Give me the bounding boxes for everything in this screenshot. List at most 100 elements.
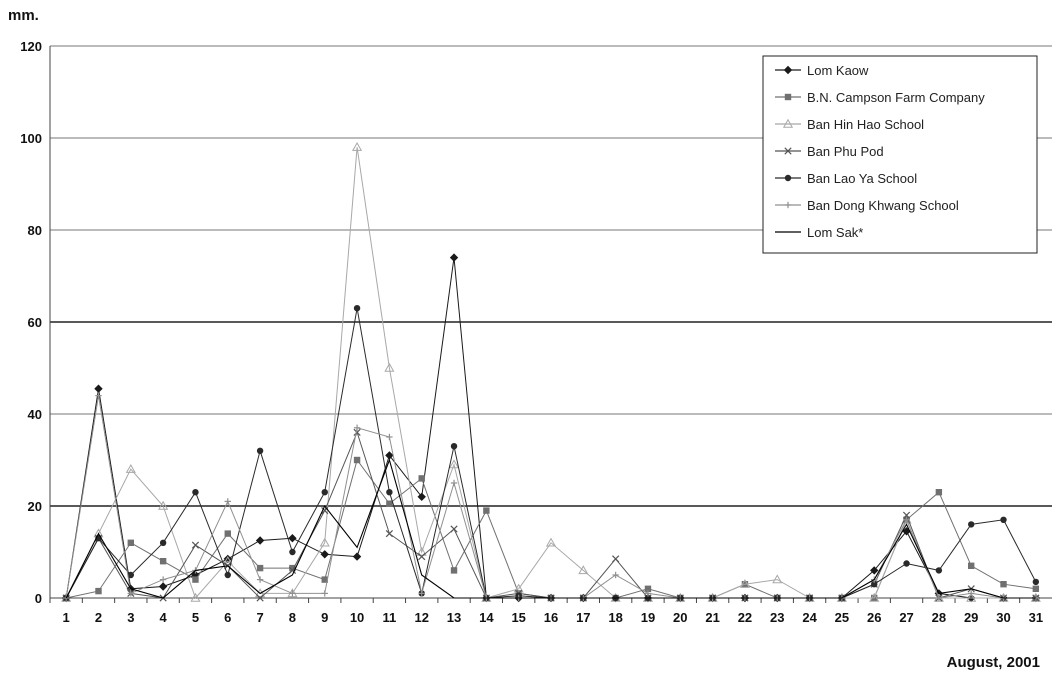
marker-stroke bbox=[353, 428, 361, 437]
series-ban-dong-khwang-school bbox=[62, 392, 1040, 602]
x-tick-label: 9 bbox=[321, 610, 328, 625]
data-point bbox=[612, 571, 619, 579]
legend-swatch-marker bbox=[784, 147, 792, 155]
data-point bbox=[159, 576, 167, 583]
x-tick-label: 7 bbox=[256, 610, 263, 625]
marker-stroke bbox=[288, 566, 297, 575]
data-point bbox=[870, 566, 879, 575]
marker-stroke bbox=[612, 555, 620, 563]
x-tick-label: 21 bbox=[705, 610, 719, 625]
data-point bbox=[192, 489, 199, 496]
data-point bbox=[450, 479, 458, 487]
y-tick-label: 100 bbox=[20, 131, 42, 146]
data-point bbox=[224, 530, 231, 537]
data-point bbox=[578, 565, 589, 575]
data-point bbox=[289, 564, 296, 572]
data-point bbox=[935, 567, 943, 574]
series-line bbox=[65, 257, 1036, 599]
x-tick-label: 14 bbox=[479, 610, 494, 625]
data-point bbox=[1032, 578, 1040, 586]
data-point bbox=[62, 594, 70, 602]
data-point bbox=[255, 536, 265, 545]
data-point bbox=[772, 574, 783, 584]
data-point bbox=[418, 475, 425, 482]
x-tick-label: 1 bbox=[63, 610, 70, 625]
data-point bbox=[418, 590, 425, 597]
marker-stroke bbox=[902, 511, 911, 519]
data-point bbox=[448, 459, 460, 469]
data-point bbox=[416, 546, 427, 556]
x-tick-label: 24 bbox=[802, 610, 817, 625]
marker-stroke bbox=[385, 529, 394, 538]
data-point bbox=[545, 537, 557, 547]
marker-stroke bbox=[191, 541, 200, 549]
series-lom-kaow bbox=[61, 253, 1041, 603]
data-point bbox=[386, 433, 393, 441]
x-tick-label: 2 bbox=[95, 610, 102, 625]
data-point bbox=[125, 463, 136, 473]
legend-item: Ban Hin Hao School bbox=[775, 117, 924, 132]
x-tick-label: 26 bbox=[867, 610, 881, 625]
series-lom-sak bbox=[65, 458, 1036, 599]
x-tick-label: 16 bbox=[544, 610, 558, 625]
legend: Lom Kaow B.N. Campson Farm Company Ban Hin… bbox=[762, 55, 1038, 254]
data-point bbox=[483, 507, 490, 514]
legend-label: B.N. Campson Farm Company bbox=[807, 90, 985, 105]
x-tick-label: 22 bbox=[738, 610, 752, 625]
series-line bbox=[65, 308, 1037, 599]
y-tick-label: 40 bbox=[28, 407, 42, 422]
data-point bbox=[1032, 585, 1040, 592]
x-tick-label: 17 bbox=[576, 610, 590, 625]
legend-item: Lom Sak* bbox=[775, 225, 863, 240]
x-tick-label: 30 bbox=[996, 610, 1010, 625]
data-point bbox=[385, 529, 394, 538]
data-point bbox=[321, 590, 328, 597]
marker-stroke bbox=[784, 147, 792, 155]
data-point bbox=[222, 555, 233, 565]
legend-swatch-marker bbox=[783, 65, 793, 75]
legend-box bbox=[762, 55, 1038, 254]
data-point bbox=[869, 592, 880, 602]
legend-label: Lom Kaow bbox=[807, 63, 869, 78]
data-point bbox=[903, 560, 910, 567]
data-point bbox=[94, 384, 103, 393]
legend-label: Ban Lao Ya School bbox=[807, 171, 917, 186]
legend-item: B.N. Campson Farm Company bbox=[775, 90, 985, 105]
data-point bbox=[159, 539, 167, 546]
marker-stroke bbox=[256, 594, 264, 602]
x-tick-label: 20 bbox=[673, 610, 687, 625]
series-line bbox=[65, 430, 1036, 599]
data-point bbox=[256, 594, 264, 602]
x-tick-label: 8 bbox=[289, 610, 296, 625]
data-point bbox=[158, 500, 169, 510]
legend-swatch-marker bbox=[784, 93, 792, 101]
y-tick-label: 20 bbox=[28, 499, 42, 514]
data-point bbox=[1000, 516, 1007, 523]
data-point bbox=[255, 588, 266, 598]
data-point bbox=[158, 582, 168, 591]
data-point bbox=[192, 576, 199, 583]
data-point bbox=[967, 562, 975, 569]
data-point bbox=[353, 424, 361, 431]
data-point bbox=[256, 447, 264, 454]
data-point bbox=[159, 558, 167, 565]
x-tick-label: 27 bbox=[899, 610, 913, 625]
data-point bbox=[513, 583, 524, 593]
x-tick-label: 31 bbox=[1029, 610, 1043, 625]
x-tick-label: 13 bbox=[447, 610, 461, 625]
data-point bbox=[289, 548, 296, 556]
data-point bbox=[449, 253, 459, 262]
data-point bbox=[385, 451, 394, 460]
data-point bbox=[612, 555, 620, 563]
data-point bbox=[903, 516, 910, 523]
x-tick-label: 10 bbox=[350, 610, 364, 625]
data-point bbox=[967, 521, 975, 528]
data-point bbox=[353, 456, 361, 464]
data-point bbox=[190, 592, 201, 602]
data-point bbox=[386, 500, 393, 507]
data-point bbox=[352, 141, 363, 151]
data-point bbox=[418, 552, 426, 561]
data-point bbox=[127, 571, 135, 579]
data-point bbox=[935, 489, 943, 496]
